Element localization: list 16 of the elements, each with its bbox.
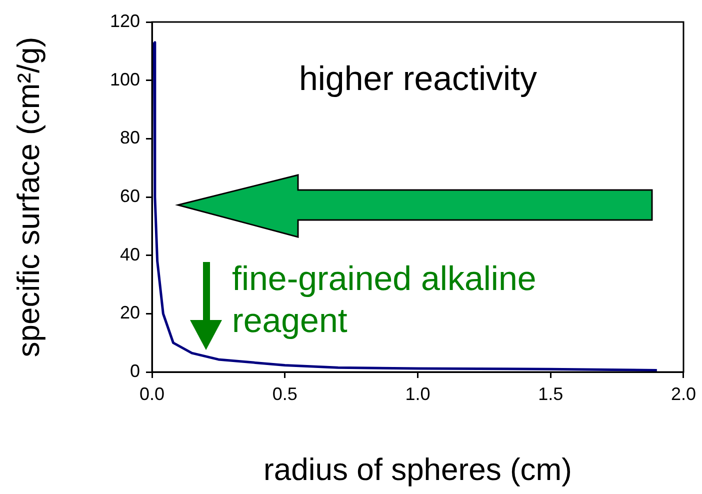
x-tick-label: 1.5 bbox=[538, 384, 564, 404]
x-axis-title: radius of spheres (cm) bbox=[264, 452, 572, 487]
annotation: higher reactivity bbox=[298, 60, 538, 98]
x-tick-label: 1.0 bbox=[405, 384, 430, 404]
x-tick-label: 2.0 bbox=[670, 384, 696, 404]
x-tick-label: 0.0 bbox=[139, 384, 165, 404]
y-tick-label: 120 bbox=[110, 10, 140, 31]
y-tick-label: 0 bbox=[130, 360, 140, 381]
annotation: fine-grained alkaline reagent bbox=[232, 260, 536, 340]
y-tick-label: 80 bbox=[120, 128, 140, 148]
y-tick-label: 20 bbox=[120, 302, 140, 323]
y-axis-title: specific surface (cm²/g) bbox=[11, 36, 46, 358]
y-tick-label: 100 bbox=[110, 69, 140, 90]
y-tick-label: 40 bbox=[120, 244, 140, 264]
x-tick-label: 0.5 bbox=[272, 384, 298, 404]
y-tick-label: 60 bbox=[120, 186, 140, 206]
